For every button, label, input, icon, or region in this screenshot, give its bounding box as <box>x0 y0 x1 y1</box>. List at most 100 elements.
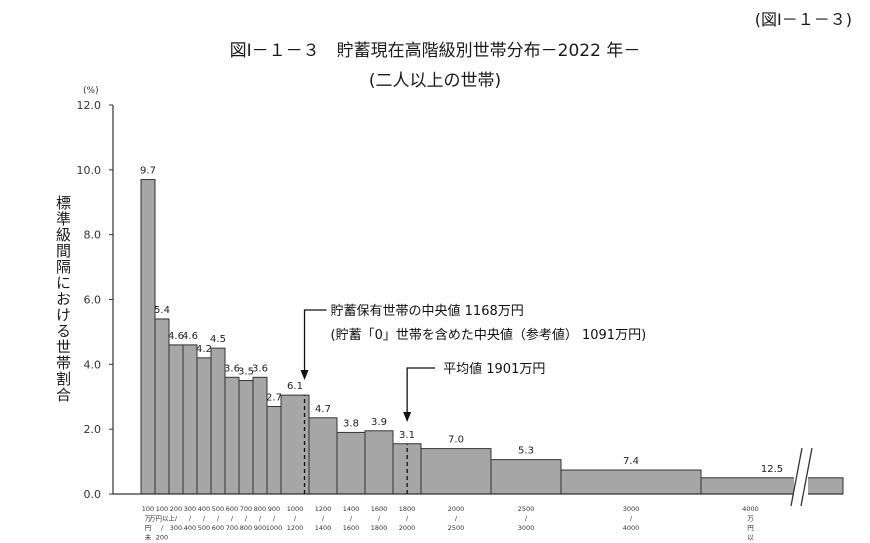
bar-data-label: 7.4 <box>623 456 639 467</box>
x-tick-label: / <box>273 515 276 523</box>
bar-data-label: 3.1 <box>399 430 415 441</box>
x-tick-label: / <box>231 515 234 523</box>
bar-data-label: 3.6 <box>252 363 268 374</box>
bar-data-label: 5.3 <box>518 446 534 457</box>
x-tick-label: 1400 <box>343 505 360 513</box>
x-tick-label: 1600 <box>371 505 388 513</box>
x-tick-label: 400 <box>184 524 196 532</box>
y-tick-label: 2.0 <box>84 423 102 436</box>
histogram-bar <box>490 459 562 495</box>
x-tick-label: 4000 <box>742 505 759 513</box>
chart-title: 図Ⅰ－１－３ 貯蓄現在高階級別世帯分布－2022 年－ <box>229 41 641 61</box>
x-tick-label: 1800 <box>399 505 416 513</box>
histogram-bar <box>154 318 170 495</box>
x-tick-label: 円 <box>747 524 754 532</box>
x-tick-label: 万 <box>145 515 152 523</box>
x-tick-label: 2500 <box>518 505 535 513</box>
x-tick-label: 600 <box>212 524 224 532</box>
histogram-bar <box>196 357 212 495</box>
histogram-bar <box>168 344 184 495</box>
histogram-bar <box>252 376 268 495</box>
x-tick-label: 2500 <box>448 524 465 532</box>
x-tick-label: 万 <box>747 515 754 523</box>
x-tick-label: / <box>161 524 164 532</box>
bar-data-label: 12.5 <box>761 464 783 475</box>
x-tick-label: 1000 <box>266 524 283 532</box>
x-tick-label: 200 <box>156 534 168 542</box>
x-tick-label: / <box>294 515 297 523</box>
y-tick-label: 4.0 <box>84 358 102 371</box>
histogram-bar <box>308 417 338 495</box>
x-tick-label: 800 <box>240 524 252 532</box>
histogram-bar <box>420 448 492 495</box>
x-tick-label: 1800 <box>371 524 388 532</box>
x-tick-label: 3000 <box>623 505 640 513</box>
x-tick-label: 200 <box>170 505 182 513</box>
x-tick-label: 500 <box>198 524 210 532</box>
histogram-bar <box>560 469 702 495</box>
x-tick-label: 3000 <box>518 524 535 532</box>
median-reference-annotation: (貯蓄「0」世帯を含めた中央値（参考値） 1091万円) <box>331 327 647 343</box>
y-tick-label: 0.0 <box>84 488 102 501</box>
x-tick-label: / <box>175 515 178 523</box>
bar-data-label: 3.5 <box>238 367 254 378</box>
x-tick-label: 500 <box>212 505 224 513</box>
bar-data-label: 5.4 <box>154 305 170 316</box>
mean-annotation: 平均値 1901万円 <box>443 361 545 377</box>
bar-data-label: 4.5 <box>210 334 226 345</box>
x-tick-label: 300 <box>184 505 196 513</box>
x-tick-label: / <box>350 515 353 523</box>
y-tick-label: 10.0 <box>77 164 102 177</box>
x-tick-label: / <box>630 515 633 523</box>
x-tick-label: 1200 <box>287 524 304 532</box>
y-tick-label: 12.0 <box>77 99 102 112</box>
x-tick-label: 600 <box>226 505 238 513</box>
chart-subtitle: (二人以上の世帯) <box>368 71 502 91</box>
histogram-bar <box>224 376 240 495</box>
x-tick-label: 円 <box>145 524 152 532</box>
histogram-bar <box>238 380 254 495</box>
axis-break-gap <box>794 448 808 508</box>
x-tick-label: / <box>217 515 220 523</box>
bar-data-label: 7.0 <box>448 435 464 446</box>
x-tick-label: 未 <box>145 533 152 542</box>
x-tick-label: 1200 <box>315 505 332 513</box>
x-tick-label: 700 <box>226 524 238 532</box>
x-tick-label: 700 <box>240 505 252 513</box>
histogram-bar <box>364 430 394 495</box>
x-tick-label: 2000 <box>399 524 416 532</box>
mean-leader-line <box>406 367 436 420</box>
x-tick-label: 400 <box>198 505 210 513</box>
bar-data-label: 4.6 <box>168 331 184 342</box>
x-tick-label: 100 <box>142 505 154 513</box>
x-tick-label: 1000 <box>287 505 304 513</box>
bar-data-label: 3.9 <box>371 417 387 428</box>
bar-data-label: 3.8 <box>343 418 359 429</box>
x-tick-label: 800 <box>254 505 266 513</box>
histogram-bar <box>266 405 282 495</box>
x-tick-label: / <box>378 515 381 523</box>
axis-break-mark <box>800 447 813 507</box>
histogram-bar <box>336 431 366 495</box>
x-tick-label: / <box>406 515 409 523</box>
y-unit-label: (%) <box>83 86 99 96</box>
bar-data-label: 6.1 <box>287 381 303 392</box>
figure-number: (図Ⅰ－１－３) <box>754 10 852 29</box>
x-tick-label: 4000 <box>623 524 640 532</box>
x-tick-label: 900 <box>254 524 266 532</box>
y-axis-label: 標準級間隔における世帯割合 <box>54 195 72 403</box>
histogram-bar <box>140 179 156 495</box>
median-annotation: 貯蓄保有世帯の中央値 1168万円 <box>331 303 524 319</box>
x-tick-label: 1400 <box>315 524 332 532</box>
median-arrowhead <box>300 370 309 380</box>
x-tick-label: 900 <box>268 505 280 513</box>
histogram-bar <box>700 477 844 495</box>
y-tick-label: 8.0 <box>84 229 102 242</box>
axis-break-mark <box>790 447 803 507</box>
bar-data-label: 4.6 <box>182 331 198 342</box>
x-tick-label: 2000 <box>448 505 465 513</box>
x-tick-label: / <box>455 515 458 523</box>
x-tick-label: 100 <box>156 505 168 513</box>
bar-data-label: 4.2 <box>196 344 212 355</box>
y-tick-label: 6.0 <box>84 294 102 307</box>
